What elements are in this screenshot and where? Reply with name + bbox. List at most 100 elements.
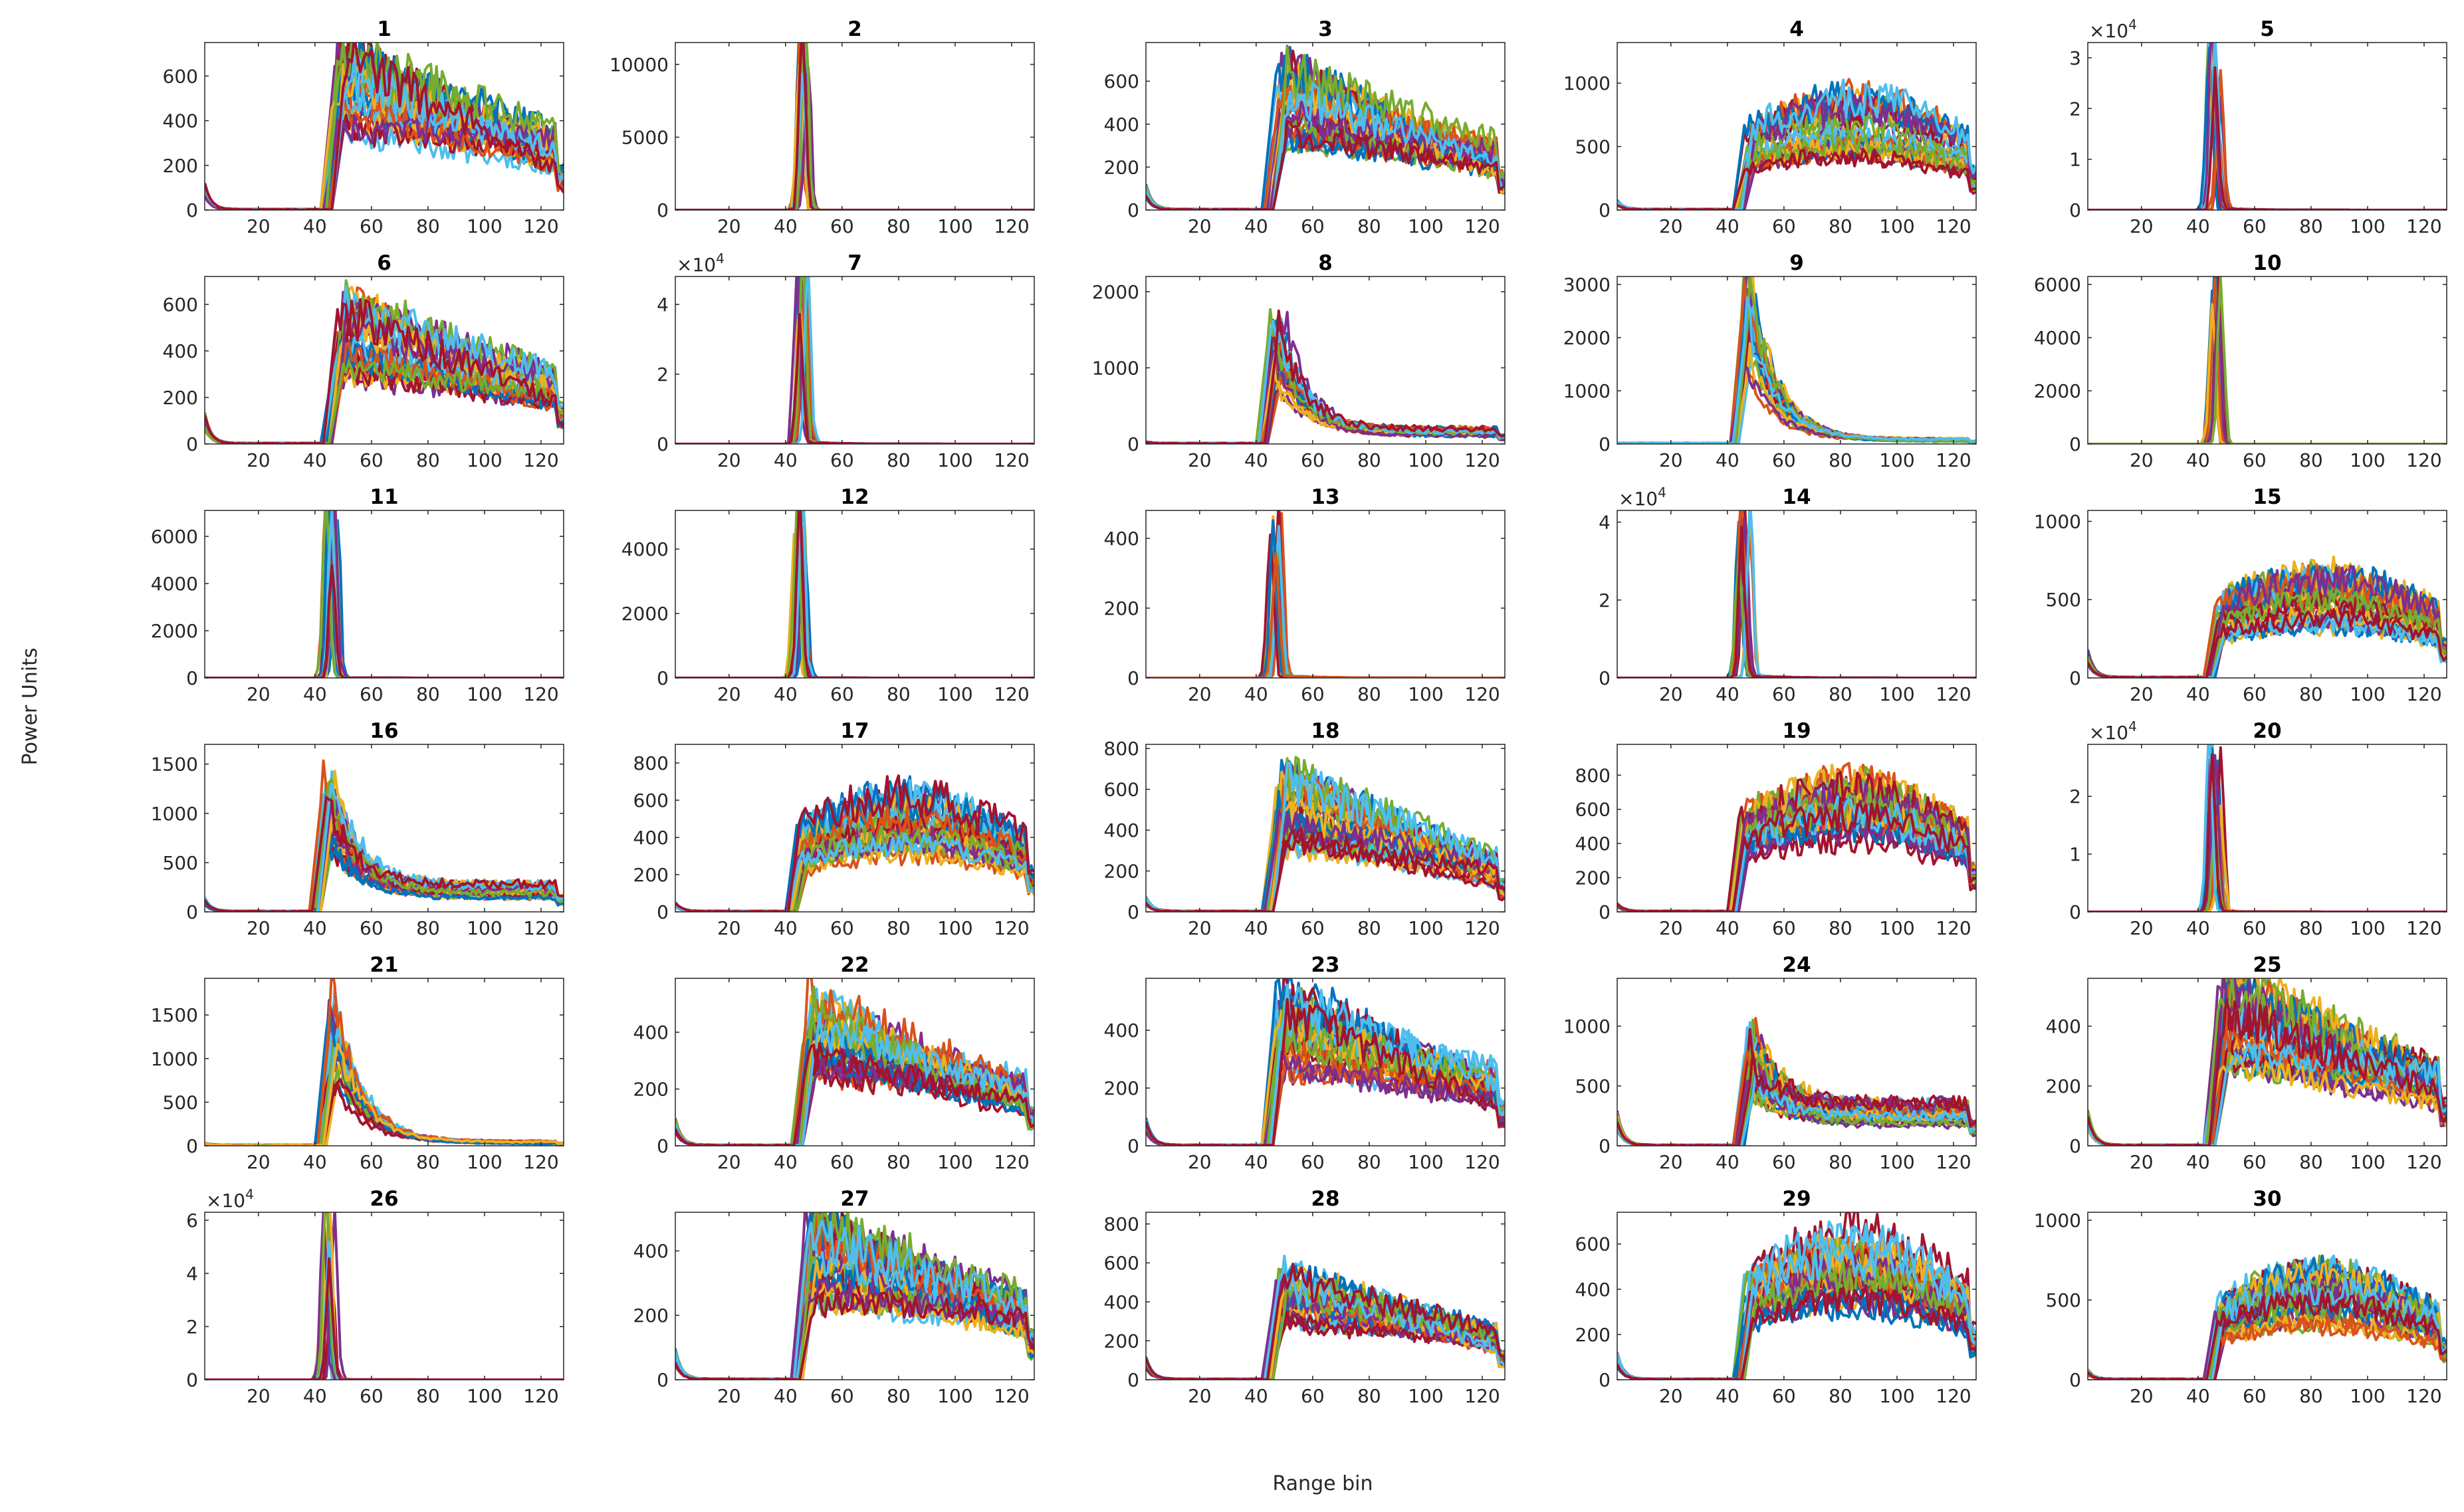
y-tick-label: 10000	[610, 54, 669, 76]
subplot-title: 4	[1789, 17, 1804, 41]
subplot-title: 10	[2253, 251, 2281, 275]
x-tick-label: 120	[523, 1151, 558, 1173]
subplot-title: 24	[1782, 953, 1811, 977]
x-tick-label: 60	[2243, 449, 2267, 471]
x-tick-label: 40	[1716, 1385, 1739, 1407]
y-tick-label: 6000	[2034, 274, 2081, 296]
x-tick-label: 40	[2186, 215, 2210, 237]
y-tick-label: 500	[1575, 1075, 1611, 1097]
x-tick-label: 60	[2243, 1385, 2267, 1407]
x-tick-label: 40	[2186, 1385, 2210, 1407]
x-tick-label: 120	[1936, 917, 1971, 939]
subplot-17: 20 40 60 80 100 120 0 200 400 600 800 17	[633, 719, 1035, 939]
x-tick-label: 60	[360, 1151, 384, 1173]
y-tick-label: 600	[1104, 70, 1139, 92]
subplot-title: 13	[1311, 485, 1339, 509]
y-tick-label: 200	[163, 155, 198, 177]
x-tick-label: 20	[2130, 215, 2154, 237]
x-tick-label: 40	[1244, 215, 1268, 237]
x-tick-label: 100	[2350, 1385, 2385, 1407]
x-tick-label: 60	[2243, 917, 2267, 939]
subplot-title: 27	[840, 1187, 869, 1211]
x-tick-label: 80	[1829, 449, 1852, 471]
y-tick-label: 1000	[1563, 380, 1611, 402]
x-tick-label: 60	[1772, 1151, 1796, 1173]
x-tick-label: 120	[994, 1385, 1029, 1407]
y-tick-label: 1000	[1563, 72, 1611, 94]
y-exponent-label: ×104	[206, 1186, 254, 1212]
y-tick-label: 0	[1127, 667, 1139, 689]
y-tick-label: 200	[2046, 1075, 2081, 1097]
x-tick-label: 20	[247, 1151, 271, 1173]
x-tick-label: 120	[523, 1385, 558, 1407]
x-tick-label: 100	[1879, 1385, 1914, 1407]
plot-area	[2088, 43, 2447, 210]
subplot-title: 3	[1318, 17, 1333, 41]
x-tick-label: 80	[1357, 449, 1381, 471]
x-tick-label: 80	[416, 449, 440, 471]
subplot-title: 23	[1311, 953, 1339, 977]
axes-box	[204, 1212, 564, 1380]
y-tick-label: 1000	[151, 803, 198, 825]
subplot-13: 20 40 60 80 100 120 0 200 400 13	[1104, 485, 1506, 705]
series-line	[675, 1291, 1034, 1380]
series-line	[1617, 148, 1976, 210]
x-tick-label: 40	[1716, 215, 1739, 237]
y-tick-label: 3	[2069, 47, 2081, 69]
subplot-5: 20 40 60 80 100 120 0 1 2 3 ×104 5	[2069, 17, 2447, 237]
y-exponent-value: 4	[1658, 485, 1666, 500]
series-line	[1617, 526, 1976, 678]
x-tick-label: 20	[717, 215, 741, 237]
subplot-8: 20 40 60 80 100 120 0 1000 2000 8	[1092, 251, 1506, 471]
y-tick-label: 2000	[151, 620, 198, 642]
y-tick-label: 0	[657, 901, 669, 923]
x-tick-label: 100	[1879, 917, 1914, 939]
x-tick-label: 40	[303, 215, 327, 237]
y-tick-label: 400	[1575, 833, 1611, 855]
x-tick-label: 40	[1716, 917, 1739, 939]
x-tick-label: 100	[1408, 215, 1443, 237]
x-tick-label: 120	[2406, 449, 2441, 471]
x-tick-label: 20	[717, 917, 741, 939]
x-tick-label: 60	[2243, 215, 2267, 237]
x-tick-label: 60	[1301, 1151, 1325, 1173]
x-tick-label: 20	[1188, 683, 1212, 705]
y-tick-label: 400	[1104, 1291, 1139, 1313]
x-tick-label: 20	[2130, 449, 2154, 471]
axes-box	[1145, 1212, 1506, 1380]
x-tick-label: 80	[416, 683, 440, 705]
x-tick-label: 20	[247, 449, 271, 471]
y-tick-label: 600	[163, 294, 198, 316]
y-tick-label: 4000	[151, 573, 198, 595]
x-tick-label: 100	[1879, 683, 1914, 705]
y-tick-label: 800	[633, 752, 669, 774]
y-tick-label: 200	[1104, 1077, 1139, 1099]
subplot-1: 20 40 60 80 100 120 0 200 400 600 1	[163, 17, 564, 237]
x-tick-label: 80	[887, 1385, 911, 1407]
y-tick-label: 200	[633, 1079, 669, 1101]
y-tick-label: 1	[2069, 843, 2081, 865]
axes-box	[675, 42, 1035, 211]
y-tick-label: 0	[2069, 901, 2081, 923]
plot-area	[675, 43, 1034, 210]
x-tick-label: 80	[1829, 917, 1852, 939]
y-tick-label: 800	[1104, 738, 1139, 760]
x-tick-label: 40	[774, 215, 798, 237]
y-tick-label: 1000	[151, 1048, 198, 1070]
y-exponent-label: ×104	[2089, 17, 2137, 42]
y-tick-label: 500	[2046, 1289, 2081, 1311]
series-line	[205, 298, 564, 444]
x-tick-label: 120	[1464, 1151, 1500, 1173]
plot-area	[2088, 744, 2447, 912]
subplot-24: 20 40 60 80 100 120 0 500 1000 24	[1563, 953, 1977, 1173]
y-tick-label: 600	[1104, 1252, 1139, 1274]
x-tick-label: 60	[360, 1385, 384, 1407]
x-tick-label: 120	[1936, 683, 1971, 705]
x-tick-label: 80	[2299, 683, 2323, 705]
x-tick-label: 60	[1301, 683, 1325, 705]
series-line	[1146, 998, 1505, 1146]
axes-box	[2087, 276, 2447, 445]
x-tick-label: 20	[2130, 1151, 2154, 1173]
x-tick-label: 20	[1188, 917, 1212, 939]
